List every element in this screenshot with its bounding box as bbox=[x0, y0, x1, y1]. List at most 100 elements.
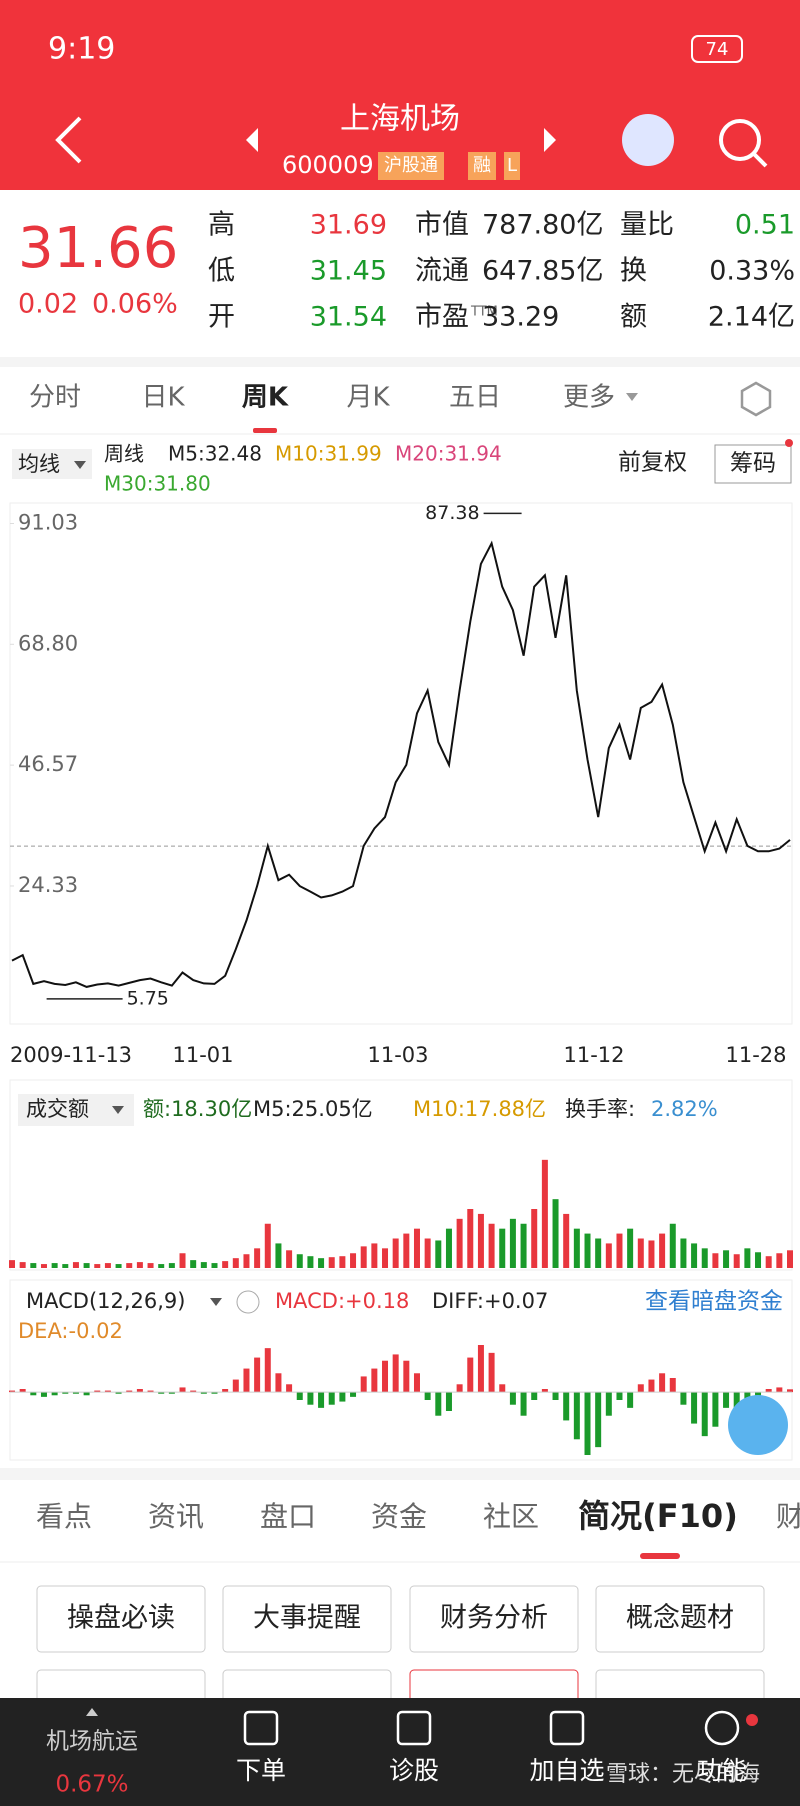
button[interactable] bbox=[595, 1585, 765, 1653]
dark-pool-link[interactable]: 查看暗盘资金 bbox=[645, 1289, 783, 1315]
info-tab[interactable]: 资讯 bbox=[148, 1500, 204, 1533]
bar bbox=[232, 1258, 239, 1268]
nav-icon[interactable] bbox=[396, 1710, 432, 1746]
nav-icon[interactable] bbox=[704, 1710, 740, 1746]
bar bbox=[339, 1256, 346, 1268]
bar bbox=[755, 1392, 762, 1397]
sector-name: 机场航运 bbox=[46, 1729, 138, 1755]
bar bbox=[637, 1384, 644, 1393]
bar bbox=[30, 1263, 37, 1268]
period-tab[interactable]: 分时 bbox=[29, 383, 81, 413]
info-tab[interactable]: 资金 bbox=[371, 1500, 427, 1533]
bar bbox=[264, 1348, 271, 1393]
bar bbox=[680, 1238, 687, 1268]
adjust-label[interactable]: 前复权 bbox=[618, 450, 687, 476]
bar bbox=[669, 1378, 676, 1393]
bar bbox=[680, 1392, 687, 1405]
bar bbox=[62, 1264, 69, 1268]
bar bbox=[744, 1248, 751, 1268]
bar bbox=[243, 1254, 250, 1268]
info-tab[interactable]: 盘口 bbox=[260, 1500, 316, 1533]
info-tab[interactable]: 简况(F10) bbox=[578, 1497, 738, 1535]
bar bbox=[94, 1390, 101, 1393]
prev-stock[interactable] bbox=[246, 128, 258, 152]
bar bbox=[275, 1373, 282, 1393]
info-tab[interactable]: 社区 bbox=[483, 1500, 539, 1533]
min-label: 5.75 bbox=[127, 987, 169, 1009]
period-tab[interactable]: 日K bbox=[141, 383, 185, 413]
bar bbox=[424, 1238, 431, 1268]
x-tick-label: 11-03 bbox=[367, 1043, 428, 1067]
tips-button[interactable] bbox=[728, 1395, 788, 1455]
bar bbox=[254, 1357, 261, 1393]
bar bbox=[637, 1238, 644, 1268]
period-tab[interactable]: 更多 bbox=[563, 383, 615, 413]
help-icon[interactable] bbox=[236, 1290, 260, 1314]
bar bbox=[179, 1387, 186, 1393]
bar bbox=[413, 1228, 420, 1268]
period-tab[interactable]: 周K bbox=[242, 383, 289, 413]
bar bbox=[765, 1256, 772, 1268]
bar bbox=[435, 1392, 442, 1416]
bar bbox=[190, 1390, 197, 1393]
back-button[interactable] bbox=[55, 116, 82, 164]
volume-title: 成交额 bbox=[26, 1097, 89, 1121]
bar bbox=[627, 1392, 634, 1408]
divider bbox=[0, 1468, 800, 1480]
bar bbox=[19, 1262, 26, 1268]
bar bbox=[296, 1392, 303, 1400]
button-label: 概念题材 bbox=[626, 1603, 734, 1634]
stock-code: 600009 bbox=[282, 151, 374, 179]
bar bbox=[488, 1223, 495, 1268]
bar bbox=[691, 1243, 698, 1268]
button[interactable] bbox=[222, 1585, 392, 1653]
y-tick-label: 24.33 bbox=[18, 873, 78, 897]
button[interactable] bbox=[36, 1585, 206, 1653]
period-tab[interactable]: 五日 bbox=[449, 383, 501, 413]
bar bbox=[616, 1233, 623, 1268]
bar bbox=[72, 1262, 79, 1268]
bar bbox=[776, 1253, 783, 1268]
bar bbox=[435, 1240, 442, 1268]
settings-icon[interactable] bbox=[740, 381, 772, 417]
bar bbox=[222, 1261, 229, 1268]
bar bbox=[9, 1390, 15, 1393]
nav-icon[interactable] bbox=[243, 1710, 279, 1746]
bar bbox=[104, 1263, 111, 1268]
change-pct: 0.06% bbox=[92, 289, 178, 320]
x-tick-label: 11-28 bbox=[725, 1043, 786, 1067]
nav-label: 功能 bbox=[697, 1756, 747, 1785]
info-tab[interactable]: 财 bbox=[776, 1500, 800, 1533]
nav-icon[interactable] bbox=[549, 1710, 585, 1746]
badge bbox=[785, 439, 793, 447]
bar bbox=[467, 1357, 474, 1393]
bar bbox=[147, 1390, 154, 1393]
info-tab[interactable]: 看点 bbox=[36, 1500, 92, 1533]
bar bbox=[445, 1228, 452, 1268]
bar bbox=[83, 1263, 90, 1268]
button[interactable] bbox=[409, 1585, 579, 1653]
search-icon[interactable] bbox=[719, 119, 761, 161]
bar bbox=[360, 1376, 367, 1393]
bar bbox=[328, 1392, 335, 1405]
bar bbox=[659, 1373, 666, 1393]
assistant-icon[interactable] bbox=[622, 114, 674, 166]
next-stock[interactable] bbox=[544, 128, 556, 152]
bar bbox=[211, 1263, 218, 1268]
volume-selector[interactable] bbox=[18, 1094, 134, 1126]
macd-title: MACD(12,26,9) bbox=[26, 1289, 186, 1313]
bar bbox=[168, 1392, 175, 1394]
turnover: 2.82% bbox=[651, 1097, 718, 1121]
m30-label: M30:31.80 bbox=[104, 472, 211, 496]
bar bbox=[723, 1250, 730, 1268]
period-tab[interactable]: 月K bbox=[346, 383, 390, 413]
stat-value: 31.69 bbox=[310, 210, 387, 241]
bar bbox=[136, 1262, 143, 1268]
bar bbox=[456, 1384, 463, 1393]
buttons: 操盘必读 大事提醒 财务分析 概念题材 bbox=[36, 1585, 765, 1711]
change: 0.02 bbox=[18, 289, 78, 320]
bar bbox=[19, 1389, 26, 1393]
stat-value: 0.33% bbox=[709, 256, 795, 287]
bar bbox=[584, 1233, 591, 1268]
chips-button[interactable] bbox=[714, 444, 792, 484]
